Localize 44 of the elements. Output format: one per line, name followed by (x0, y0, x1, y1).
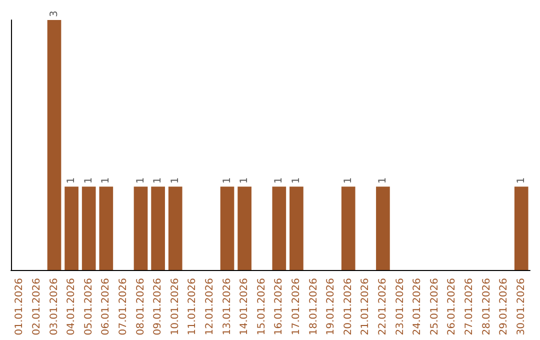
data-label: 1 (377, 177, 388, 184)
x-tick-label: 24.01.2026 (412, 278, 424, 336)
x-tick-label: 09.01.2026 (152, 278, 164, 336)
x-tick-label: 25.01.2026 (429, 278, 440, 336)
x-tick-label: 08.01.2026 (135, 278, 146, 336)
x-tick-label: 29.01.2026 (498, 278, 510, 336)
data-label: 1 (135, 177, 146, 184)
x-tick-label: 11.01.2026 (187, 278, 198, 336)
data-label: 1 (342, 177, 354, 184)
x-tick-label: 07.01.2026 (118, 278, 129, 336)
x-tick-label: 05.01.2026 (83, 278, 94, 336)
x-tick-label: 19.01.2026 (326, 278, 337, 336)
data-label: 1 (222, 177, 233, 184)
data-label: 1 (100, 177, 112, 184)
x-tick-label: 23.01.2026 (394, 278, 406, 336)
data-label: 1 (83, 177, 94, 184)
data-label: 1 (239, 177, 250, 184)
x-tick-label: 28.01.2026 (481, 278, 492, 336)
x-tick-label: 04.01.2026 (66, 278, 78, 336)
x-tick-label: 16.01.2026 (274, 278, 285, 336)
x-tick-label: 18.01.2026 (308, 278, 320, 336)
data-label: 1 (170, 177, 181, 184)
x-tick-label: 27.01.2026 (464, 278, 475, 336)
x-tick-label: 06.01.2026 (100, 278, 112, 336)
x-tick-label: 22.01.2026 (377, 278, 388, 336)
x-tick-label: 13.01.2026 (222, 278, 233, 336)
x-tick-label: 30.01.2026 (516, 278, 527, 336)
data-label: 1 (516, 177, 527, 184)
x-tick-label: 26.01.2026 (446, 278, 458, 336)
x-tick-label: 01.01.2026 (14, 278, 26, 336)
x-tick-label: 14.01.2026 (239, 278, 250, 336)
x-tick-label: 20.01.2026 (342, 278, 354, 336)
x-tick-label: 02.01.2026 (31, 278, 42, 336)
x-tick-label: 21.01.2026 (360, 278, 372, 336)
data-label: 1 (274, 177, 285, 184)
data-label: 1 (152, 177, 164, 184)
data-label: 3 (48, 10, 60, 17)
x-tick-label: 03.01.2026 (48, 278, 60, 336)
x-tick-label: 12.01.2026 (204, 278, 216, 336)
data-label: 1 (290, 177, 302, 184)
data-label: 1 (66, 177, 78, 184)
x-tick-label: 10.01.2026 (170, 278, 181, 336)
x-tick-label: 15.01.2026 (256, 278, 268, 336)
x-tick-label: 17.01.2026 (290, 278, 302, 336)
